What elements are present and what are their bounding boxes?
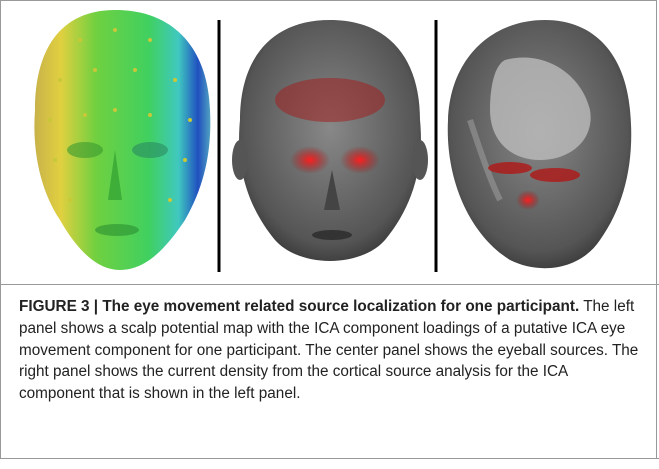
caption-separator: [0, 284, 659, 285]
scalp-map-panel: [34, 10, 211, 270]
eyeball-source-panel: [222, 18, 432, 274]
caption-text: The left panel shows a scalp potential m…: [19, 298, 639, 403]
figure-bottom-rule: [0, 458, 659, 459]
figure-frame: [0, 0, 657, 459]
figure-panels: [34, 10, 632, 274]
figure-caption: FIGURE 3 | The eye movement related sour…: [19, 296, 639, 405]
cortical-source-panel: [447, 20, 632, 269]
caption-label: FIGURE 3 | The eye movement related sour…: [19, 298, 580, 315]
